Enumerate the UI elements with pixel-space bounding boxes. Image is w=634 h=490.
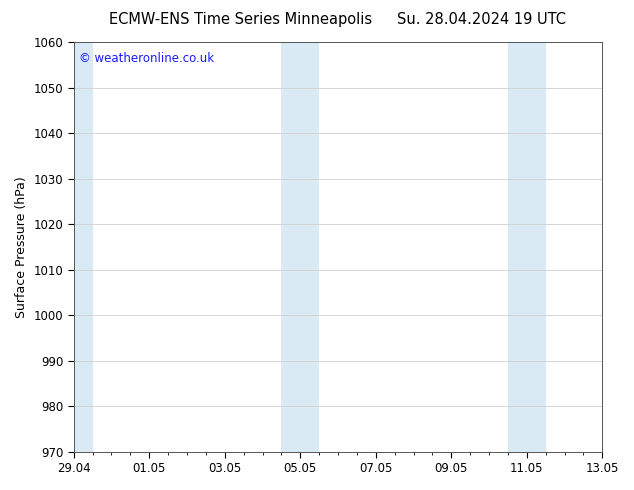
Text: Su. 28.04.2024 19 UTC: Su. 28.04.2024 19 UTC [398,12,566,27]
Y-axis label: Surface Pressure (hPa): Surface Pressure (hPa) [15,176,28,318]
Text: © weatheronline.co.uk: © weatheronline.co.uk [79,52,214,65]
Bar [508,42,546,452]
Bar [281,42,319,452]
Bar [74,42,93,452]
Text: ECMW-ENS Time Series Minneapolis: ECMW-ENS Time Series Minneapolis [109,12,373,27]
